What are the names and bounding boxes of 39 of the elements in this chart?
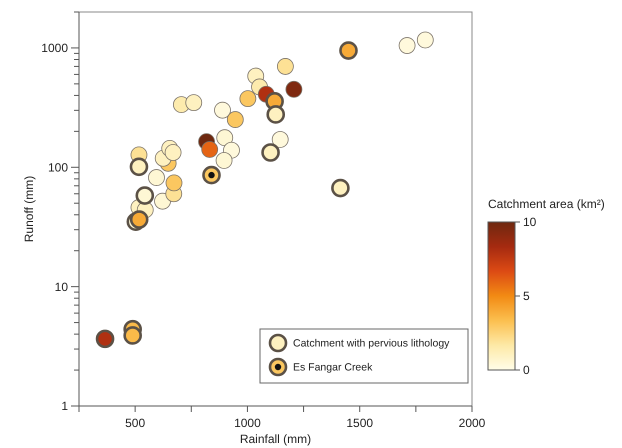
point	[398, 37, 416, 54]
point	[201, 141, 218, 158]
y-tick-label: 1	[61, 399, 68, 414]
point	[272, 131, 289, 148]
point	[148, 169, 165, 186]
point	[286, 80, 302, 98]
point	[276, 58, 294, 75]
x-tick-label: 500	[125, 416, 146, 430]
point	[96, 330, 114, 348]
legend-label: Es Fangar Creek	[293, 362, 374, 374]
x-axis-title: Rainfall (mm)	[240, 432, 312, 446]
point	[416, 32, 434, 48]
y-tick-label: 1000	[41, 41, 68, 56]
color-bar-label: 5	[523, 289, 530, 304]
y-tick-label: 10	[54, 280, 68, 294]
point	[266, 105, 286, 124]
point	[130, 157, 148, 176]
x-tick-label: 1500	[346, 416, 374, 430]
point	[214, 102, 231, 119]
y-axis-title: Runoff (mm)	[22, 176, 36, 242]
point	[339, 41, 358, 60]
point	[123, 326, 142, 345]
color-bar-label: 0	[523, 363, 530, 378]
point	[216, 129, 234, 146]
color-bar-label: 10	[523, 215, 537, 230]
x-tick-label: 1000	[234, 416, 262, 430]
y-tick-label: 100	[48, 160, 68, 174]
point	[331, 178, 350, 198]
point	[185, 94, 202, 112]
x-tick-label: 2000	[458, 416, 486, 430]
point	[154, 192, 171, 210]
legend-label: Catchment with pervious lithology	[293, 338, 450, 350]
color-bar-title: Catchment area (km²)	[488, 197, 605, 211]
point	[136, 186, 154, 205]
point	[130, 210, 148, 229]
point	[164, 144, 182, 161]
point	[261, 143, 280, 162]
point	[202, 166, 221, 184]
point	[216, 152, 232, 169]
